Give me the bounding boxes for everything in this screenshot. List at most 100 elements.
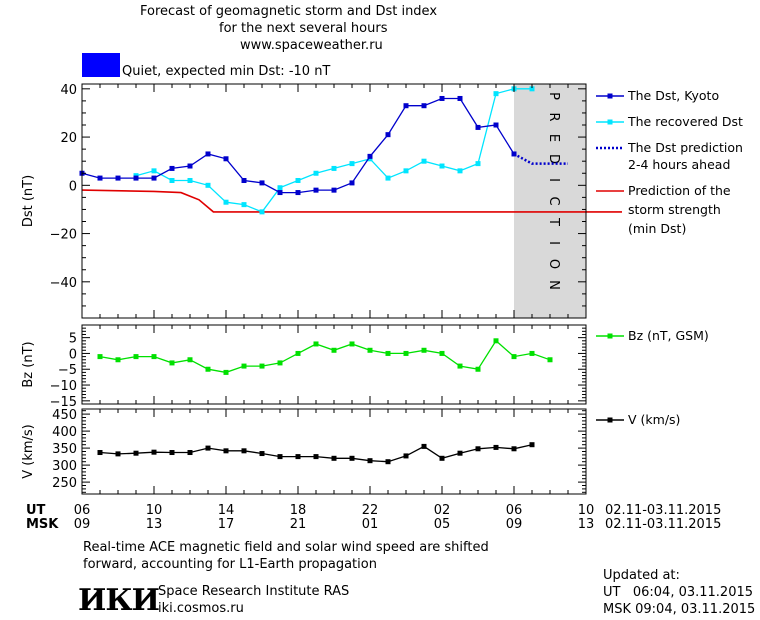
bz-point — [277, 360, 283, 366]
y-axis-label: Bz (nT) — [21, 341, 36, 387]
bz-point — [439, 350, 445, 356]
x-tick-label-ut: 02 — [434, 503, 451, 518]
institute-site[interactable]: iki.cosmos.ru — [158, 601, 244, 616]
dst-recovered-point — [421, 158, 427, 164]
legend-bz: Bz (nT, GSM) — [628, 328, 709, 343]
ut-label: UT — [26, 503, 46, 518]
chart-title-line1: Forecast of geomagnetic storm and Dst in… — [140, 4, 438, 19]
x-tick-label-ut: 10 — [146, 503, 163, 518]
v-legend-marker — [607, 417, 613, 423]
y-tick-label: −10 — [50, 379, 77, 394]
legend-pred-line2: 2-4 hours ahead — [628, 157, 730, 172]
bz-point — [457, 363, 463, 369]
prediction-letter: D — [546, 154, 561, 164]
x-tick-label-msk: 17 — [218, 517, 235, 532]
v-point — [439, 455, 445, 461]
updated-msk: MSK 09:04, 03.11.2015 — [603, 602, 756, 617]
x-tick-label-msk: 13 — [146, 517, 163, 532]
v-point — [529, 442, 535, 448]
v-point — [403, 453, 409, 459]
bz-point — [241, 363, 247, 369]
site-url[interactable]: www.spaceweather.ru — [240, 38, 383, 53]
y-axis-label: Dst (nT) — [21, 175, 36, 227]
dst-kyoto-point — [439, 95, 445, 101]
bz-point — [331, 347, 337, 353]
x-tick-label-ut: 06 — [506, 503, 523, 518]
dst-kyoto-point — [97, 175, 103, 181]
x-tick-label-msk: 01 — [362, 517, 379, 532]
legend-pred-line1: The Dst prediction — [627, 140, 743, 155]
bz-point — [385, 350, 391, 356]
v-point — [421, 443, 427, 449]
v-line — [99, 444, 533, 463]
dst-recovered-point — [313, 170, 319, 176]
dst-kyoto-point — [331, 187, 337, 193]
v-point — [241, 448, 247, 454]
dst-kyoto-point — [241, 177, 247, 183]
bz-point — [511, 354, 517, 360]
dst-recovered-point — [457, 168, 463, 174]
dst-kyoto-point — [457, 95, 463, 101]
bz-point — [169, 360, 175, 366]
bz-point — [493, 338, 499, 344]
iki-logo: ИКИ — [78, 583, 160, 618]
x-tick-label-msk: 09 — [74, 517, 91, 532]
v-point — [349, 455, 355, 461]
y-axis-label: V (km/s) — [21, 424, 36, 479]
x-tick-label-msk: 09 — [506, 517, 523, 532]
dst-recovered-point — [403, 168, 409, 174]
prediction-letter: R — [546, 112, 561, 121]
dst-kyoto-point — [421, 103, 427, 109]
v-point — [313, 454, 319, 460]
x-tick-label-msk: 05 — [434, 517, 451, 532]
panel-frame — [81, 83, 587, 319]
v-point — [277, 454, 283, 460]
v-point — [295, 454, 301, 460]
bz-point — [259, 363, 265, 369]
legend-dst-kyoto: The Dst, Kyoto — [627, 88, 719, 103]
v-point — [475, 446, 481, 452]
x-tick-label-ut: 14 — [218, 503, 235, 518]
bz-point — [97, 354, 103, 360]
updated-ut: UT 06:04, 03.11.2015 — [603, 585, 754, 600]
dst-kyoto-point — [475, 124, 481, 130]
dst-kyoto-legend-marker — [607, 93, 613, 99]
dst-kyoto-point — [151, 175, 157, 181]
v-point — [367, 458, 373, 464]
bz-point — [421, 347, 427, 353]
dst-kyoto-point — [349, 180, 355, 186]
dst-recovered-point — [205, 182, 211, 188]
bz-point — [547, 357, 553, 363]
dst-recovered-point — [241, 202, 247, 208]
bz-point — [115, 357, 121, 363]
bz-point — [205, 366, 211, 372]
msk-label: MSK — [26, 517, 59, 532]
bz-point — [187, 357, 193, 363]
y-tick-label: 40 — [60, 83, 77, 98]
dst-recovered-point — [331, 165, 337, 171]
v-point — [187, 450, 193, 456]
ut-range: 02.11-03.11.2015 — [605, 503, 721, 518]
y-tick-label: 250 — [52, 476, 77, 491]
prediction-letter: P — [546, 92, 561, 100]
bz-point — [295, 350, 301, 356]
dst-prediction-line — [513, 152, 568, 165]
status-text: Quiet, expected min Dst: -10 nT — [122, 64, 331, 79]
y-tick-label: 5 — [69, 332, 77, 347]
bz-point — [313, 341, 319, 347]
chart-title-line2: for the next several hours — [219, 21, 388, 36]
v-point — [169, 450, 175, 456]
dst-recovered-point — [151, 168, 157, 174]
v-point — [511, 446, 517, 452]
dst-kyoto-point — [313, 187, 319, 193]
prediction-letter: I — [546, 241, 561, 245]
bz-point — [133, 354, 139, 360]
dst-recovered-point — [439, 163, 445, 169]
dst-kyoto-point — [493, 122, 499, 128]
bz-point — [367, 347, 373, 353]
y-tick-label: 450 — [52, 408, 77, 423]
dst-kyoto-point — [169, 165, 175, 171]
y-tick-label: −40 — [50, 276, 77, 291]
legend-storm-line3: (min Dst) — [628, 221, 686, 236]
panel-frame — [81, 324, 587, 405]
